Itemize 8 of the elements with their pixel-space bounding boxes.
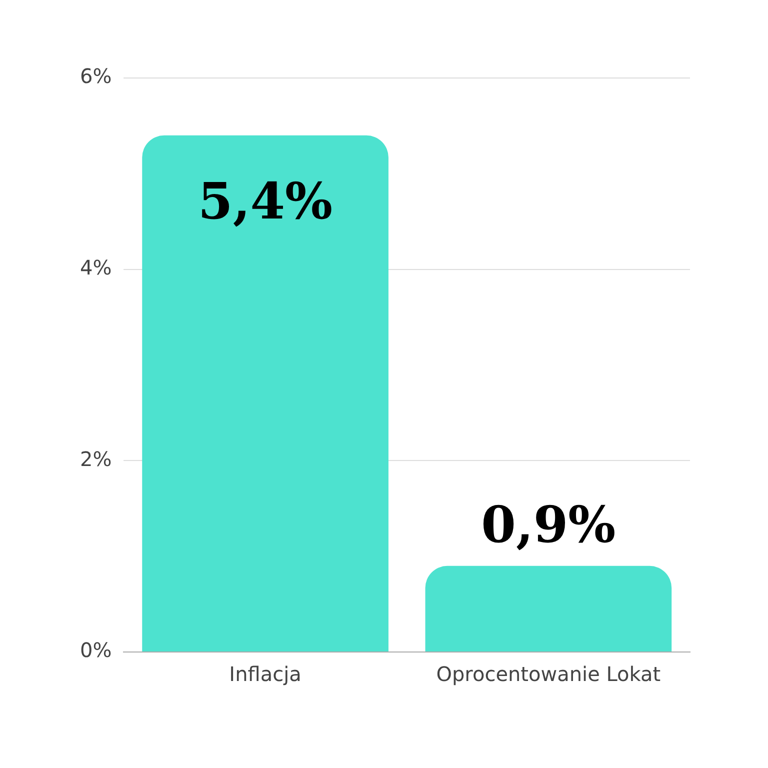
data-label: 5,4%	[198, 171, 333, 230]
y-tick-label: 2%	[80, 446, 112, 471]
data-label: 0,9%	[481, 494, 616, 554]
y-tick-label: 4%	[80, 256, 112, 280]
y-tick-label: 6%	[80, 64, 112, 88]
x-tick-label: Inflacja	[229, 662, 302, 686]
y-tick-label: 0%	[80, 638, 112, 662]
x-tick-label: Oprocentowanie Lokat	[436, 662, 661, 686]
